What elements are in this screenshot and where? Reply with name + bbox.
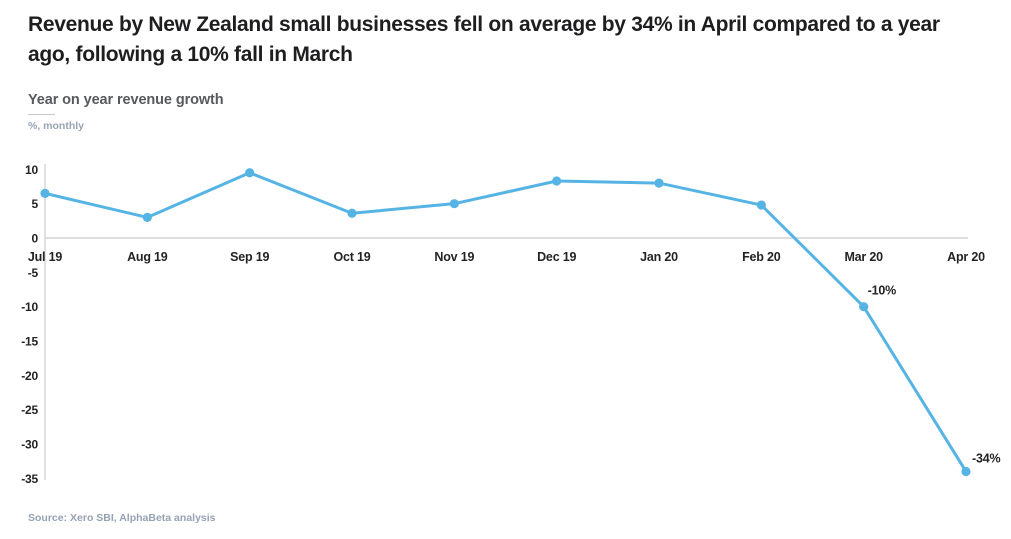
y-tick-label: 5	[32, 197, 39, 211]
y-tick-label: -15	[21, 335, 38, 349]
data-point	[449, 199, 459, 209]
data-point	[40, 188, 50, 198]
annotation-label: -10%	[868, 284, 896, 298]
unit-label: %, monthly	[28, 120, 85, 132]
x-tick-label: Aug 19	[127, 250, 168, 264]
x-tick-label: Apr 20	[947, 250, 985, 264]
series-line	[43, 171, 968, 473]
y-tick-label: -35	[21, 472, 38, 486]
data-point	[552, 176, 562, 186]
x-tick-label: Dec 19	[537, 250, 576, 264]
data-point	[142, 212, 152, 222]
data-point	[961, 466, 971, 477]
y-tick-label: -30	[21, 438, 38, 452]
data-point	[859, 302, 869, 312]
subtitle-divider	[28, 114, 55, 115]
annotation-label: -34%	[972, 451, 1000, 465]
y-tick-label: -5	[28, 266, 39, 280]
y-tick-label: -25	[21, 403, 38, 417]
data-point	[654, 178, 664, 188]
chart-subtitle: Year on year revenue growth	[28, 92, 224, 108]
y-tick-label: -20	[21, 369, 38, 383]
line-chart: 10 5 0 -5 -10 -15 -20 -25 -30 -35 Jul 19 Aug 19 Sep …	[21, 163, 1000, 486]
y-tick-label: 10	[25, 163, 38, 177]
y-tick-label: -10	[21, 300, 38, 314]
data-point	[347, 208, 357, 218]
x-tick-label: Oct 19	[333, 250, 370, 264]
x-tick-label: Jan 20	[640, 250, 678, 264]
x-tick-label: Mar 20	[844, 250, 883, 264]
source-note: Source: Xero SBI, AlphaBeta analysis	[28, 512, 216, 524]
x-tick-label: Sep 19	[230, 250, 269, 264]
x-tick-label: Feb 20	[742, 250, 781, 264]
chart-headline: Revenue by New Zealand small businesses …	[28, 13, 940, 66]
x-tick-label: Jul 19	[28, 250, 62, 264]
y-tick-label: 0	[32, 232, 39, 246]
x-tick-label: Nov 19	[434, 250, 474, 264]
data-point	[245, 168, 255, 178]
data-point	[756, 200, 766, 210]
